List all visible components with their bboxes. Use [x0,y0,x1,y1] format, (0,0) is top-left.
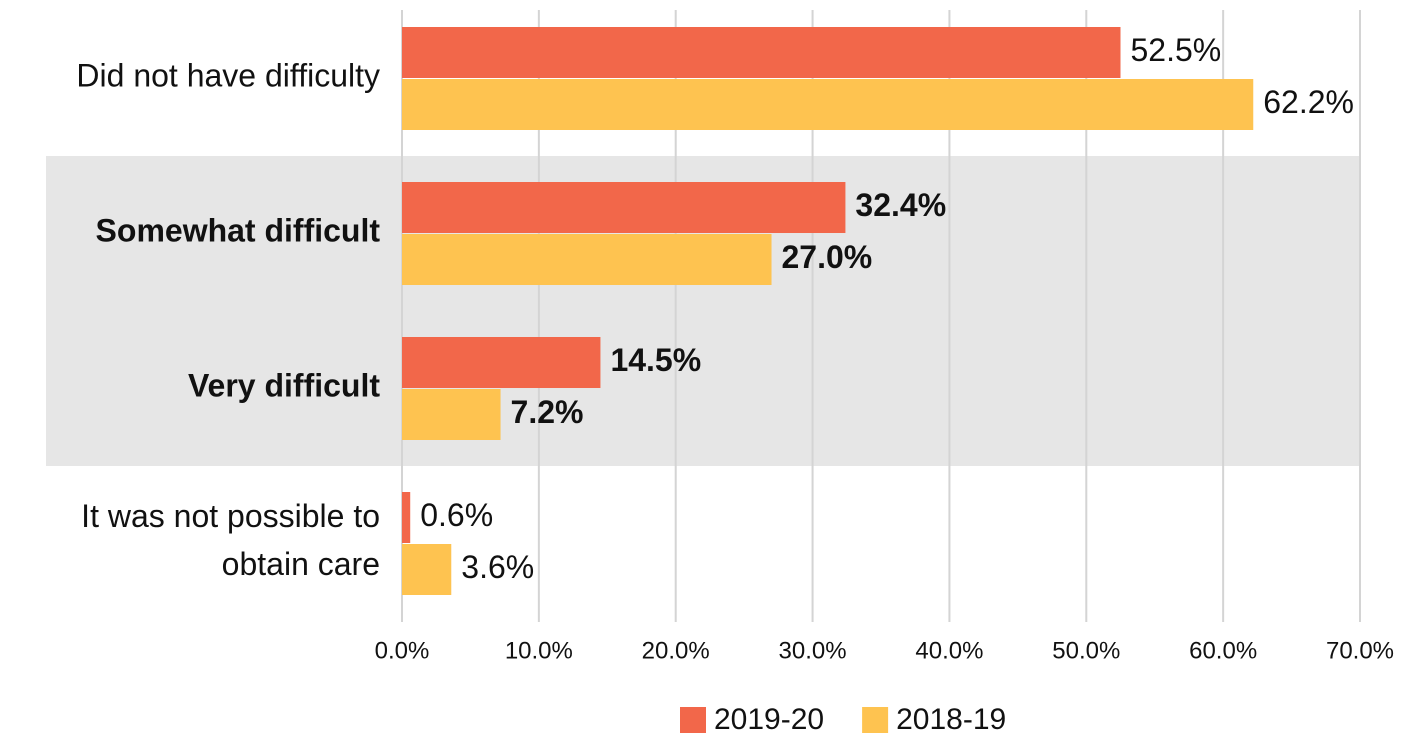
bar [402,492,411,543]
value-label: 7.2% [511,394,584,430]
bar [402,234,772,285]
legend-swatch [680,707,706,733]
bar [402,79,1254,130]
bar [402,182,846,233]
legend-label: 2019-20 [714,703,824,736]
x-tick-label: 0.0% [375,637,430,664]
value-label: 52.5% [1131,32,1222,68]
category-label: Somewhat difficult [96,212,381,248]
value-label: 0.6% [420,497,493,533]
x-tick-label: 70.0% [1326,637,1394,664]
value-label: 62.2% [1263,84,1354,120]
category-label: It was not possible to obtain care [81,498,380,582]
bar [402,544,452,595]
legend-label: 2018-19 [896,703,1006,736]
highlight-band [46,156,1360,311]
legend-swatch [862,707,889,733]
bar [402,337,601,388]
x-tick-label: 60.0% [1189,637,1257,664]
x-tick-label: 10.0% [505,637,573,664]
bar [402,389,501,440]
category-label: Did not have difficulty [76,57,380,93]
value-label: 27.0% [782,239,873,275]
value-label: 14.5% [610,342,701,378]
value-label: 32.4% [855,187,946,223]
x-tick-label: 20.0% [642,637,710,664]
category-label: Very difficult [188,367,380,403]
highlight-band [46,311,1360,466]
x-tick-label: 50.0% [1052,637,1120,664]
x-tick-label: 40.0% [915,637,983,664]
x-tick-label: 30.0% [779,637,847,664]
value-label: 3.6% [461,549,534,585]
bar [402,27,1121,78]
